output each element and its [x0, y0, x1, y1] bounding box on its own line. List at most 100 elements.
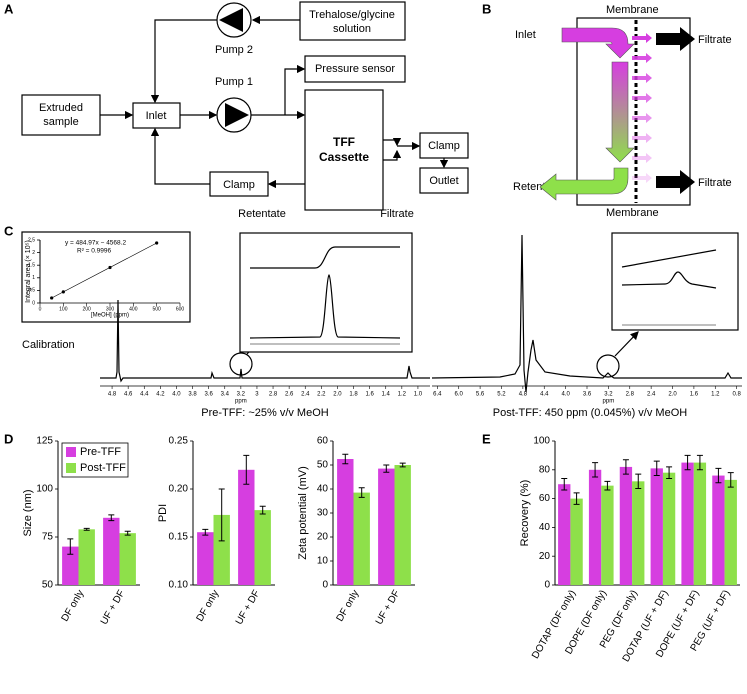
integral-curve	[621, 249, 717, 268]
box	[209, 171, 269, 197]
data-point	[108, 265, 112, 270]
y-tick-label: 1	[32, 275, 35, 281]
x-tick-label: 500	[152, 306, 161, 312]
panel-label: E	[482, 431, 491, 446]
caption: Post-TFF: 450 ppm (0.045%) v/v MeOH	[493, 407, 687, 419]
x-tick-label: 0.8	[732, 392, 741, 398]
x-axis-label: ppm	[235, 399, 247, 405]
y-tick-label: 2.5	[28, 237, 35, 243]
node-label: Cassette	[319, 150, 369, 164]
node-label: Clamp	[428, 140, 460, 152]
flow-label: Retentate	[238, 208, 286, 220]
bar	[62, 546, 79, 585]
box	[304, 55, 406, 83]
filtrate-arrow	[656, 170, 695, 194]
x-tick-label: 5.6	[476, 392, 485, 398]
bar	[558, 484, 571, 585]
error-bar	[83, 527, 90, 531]
box	[304, 89, 384, 211]
panel-label: D	[4, 431, 13, 446]
filtrate-arrow	[656, 27, 695, 51]
bar	[724, 479, 737, 585]
bar	[213, 514, 230, 585]
y-tick-label: 30	[317, 508, 329, 519]
y-tick-label: 2	[32, 250, 35, 256]
node-label: sample	[43, 116, 78, 128]
y-tick-label: 0.5	[28, 288, 35, 294]
error-bar	[108, 514, 115, 522]
x-tick-label: 2.4	[647, 392, 656, 398]
calibration-box	[21, 231, 191, 323]
bar	[119, 533, 136, 585]
y-tick-label: 20	[539, 551, 551, 562]
y-tick-label: 0	[322, 580, 328, 591]
node-label: Pump 1	[215, 76, 253, 88]
error-bar	[635, 473, 642, 490]
flow-label: Inlet	[515, 29, 536, 41]
error-bar	[715, 467, 722, 484]
y-tick-label: 20	[317, 532, 329, 543]
y-tick-label: 10	[317, 556, 329, 567]
y-axis-label: Recovery (%)	[519, 480, 531, 547]
bar	[197, 532, 214, 585]
node-label: Trehalose/glycine	[309, 9, 395, 21]
permeate-arrows	[632, 33, 652, 183]
flow-label: Filtrate	[698, 34, 732, 46]
pump-icon	[219, 8, 243, 32]
x-tick-label: 6.4	[433, 392, 442, 398]
bar	[353, 492, 370, 585]
error-bar	[67, 538, 74, 555]
integral-curve	[250, 246, 400, 269]
error-bar	[399, 462, 406, 468]
caption: Pre-TFF: ~25% v/v MeOH	[201, 407, 328, 419]
x-tick-label: 2.4	[301, 392, 310, 398]
x-tick-label: 2.6	[285, 392, 294, 398]
y-tick-label: 1.5	[28, 263, 35, 269]
x-tick-label: 3	[255, 392, 259, 398]
bar	[103, 517, 120, 585]
y-tick-label: 40	[317, 484, 329, 495]
x-tick-label: 4.4	[540, 392, 549, 398]
fit-line	[51, 242, 157, 299]
y-axis-label: Integral area (× 10⁵)	[25, 240, 32, 303]
y-tick-label: 125	[36, 436, 53, 447]
y-tick-label: 100	[36, 484, 53, 495]
bar	[394, 465, 411, 585]
x-tick-label: 3.4	[221, 392, 230, 398]
y-tick-label: 60	[539, 493, 551, 504]
membrane-label: Membrane	[606, 4, 659, 16]
node-label: Outlet	[429, 175, 458, 187]
x-tick-label: 2.8	[269, 392, 278, 398]
y-axis-label: PDI	[157, 504, 169, 522]
bar	[681, 462, 694, 585]
panel-label: A	[4, 1, 14, 16]
panel-label: C	[4, 223, 14, 238]
error-bar	[573, 492, 580, 505]
x-tick-label: DF only	[195, 588, 222, 623]
x-tick-label: UF + DF	[234, 588, 263, 626]
x-tick-label: 4.0	[561, 392, 570, 398]
y-tick-label: 0.10	[169, 580, 189, 591]
retentate-arrow	[539, 167, 629, 201]
inset-box	[611, 232, 739, 331]
bar	[601, 485, 614, 585]
calibration-label: Calibration	[22, 339, 75, 351]
data-point	[155, 241, 159, 245]
flow-label: Filtrate	[380, 208, 414, 220]
x-tick-label: 1.0	[414, 392, 423, 398]
error-bar	[561, 477, 568, 491]
x-tick-label: 2.0	[668, 392, 677, 398]
error-bar	[622, 459, 629, 475]
x-tick-label: 4.8	[519, 392, 528, 398]
y-tick-label: 0.20	[169, 484, 189, 495]
y-axis-label: Size (nm)	[22, 489, 34, 536]
membrane-label: Membrane	[606, 207, 659, 219]
y-tick-label: 0.25	[169, 436, 189, 447]
x-tick-label: 4.0	[172, 392, 181, 398]
error-bar	[124, 530, 131, 536]
legend-swatch	[66, 447, 76, 457]
x-tick-label: 2.0	[333, 392, 342, 398]
diagram-b: B Membrane Membrane Inlet Retentate Filt…	[482, 1, 732, 218]
bar	[238, 469, 255, 585]
